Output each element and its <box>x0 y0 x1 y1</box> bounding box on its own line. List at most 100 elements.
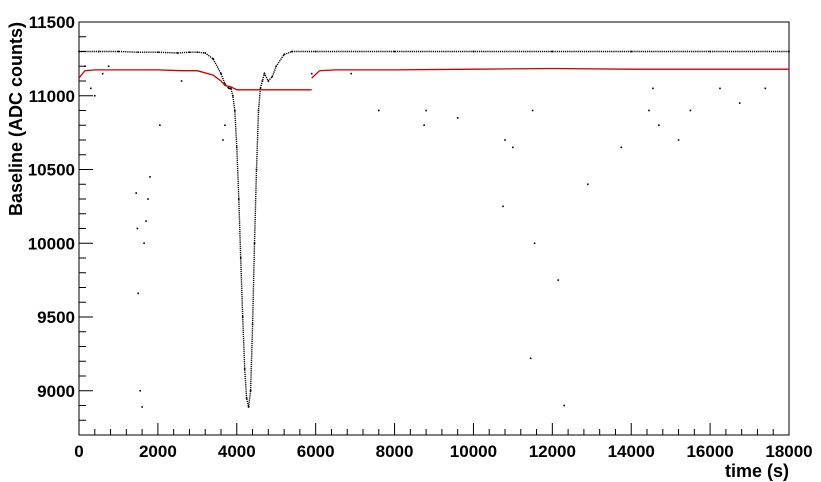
y-tick-label: 10000 <box>28 234 75 253</box>
outlier-point <box>143 242 145 245</box>
outlier-point <box>563 404 565 407</box>
data-point <box>239 257 242 259</box>
outlier-point <box>145 220 147 222</box>
x-tick-label: 14000 <box>608 442 655 461</box>
series-layer <box>78 50 790 408</box>
y-tick-label: 9000 <box>37 382 75 401</box>
x-tick-label: 8000 <box>376 442 414 461</box>
outlier-point <box>533 242 536 245</box>
data-point <box>220 72 222 75</box>
x-tick-label: 10000 <box>450 442 497 461</box>
reference-line <box>78 69 312 91</box>
outlier-point <box>531 109 534 112</box>
data-point <box>157 51 159 54</box>
x-axis: 0 2000 4000 6000 8000 10000 12000 14000 16000 180… <box>74 423 813 461</box>
outlier-point <box>738 102 741 104</box>
data-point <box>243 367 246 370</box>
data-point <box>263 72 266 75</box>
data-point <box>230 87 232 90</box>
reference-line <box>311 67 789 79</box>
y-axis: 9000 9500 10000 10500 11000 11500 <box>28 13 93 436</box>
data-point <box>228 87 230 90</box>
outlier-point <box>504 139 506 141</box>
x-tick-label: 6000 <box>297 442 335 461</box>
data-point <box>630 50 633 53</box>
outlier-point <box>141 406 143 408</box>
outlier-point <box>90 87 92 90</box>
outlier-point <box>764 87 767 90</box>
series-2-line <box>78 69 312 91</box>
outlier-point <box>719 87 721 90</box>
outlier-point <box>689 109 692 112</box>
x-tick-label: 12000 <box>529 442 576 461</box>
data-point <box>253 242 256 245</box>
outlier-point <box>423 124 425 127</box>
outlier-point <box>648 109 650 112</box>
x-axis-title: time (s) <box>725 461 789 481</box>
x-tick-label: 4000 <box>218 442 256 461</box>
data-point <box>291 50 293 53</box>
outlier-point <box>658 124 660 127</box>
outlier-point <box>136 227 139 230</box>
y-tick-label: 11500 <box>29 13 75 32</box>
data-point <box>188 51 191 54</box>
data-point <box>251 323 254 326</box>
data-point <box>137 51 139 54</box>
outlier-point <box>677 139 680 141</box>
outlier-point <box>512 146 514 149</box>
outlier-point <box>620 146 623 149</box>
data-point <box>241 316 244 318</box>
outlier-point <box>652 87 654 90</box>
baseline-trace <box>79 50 789 408</box>
series-1-outlier-points <box>84 65 767 408</box>
x-tick-label: 16000 <box>686 442 733 461</box>
data-point <box>196 51 199 54</box>
data-point <box>257 109 260 112</box>
x-tick-label: 18000 <box>765 442 812 461</box>
data-point <box>245 397 248 399</box>
outlier-point <box>159 124 161 127</box>
outlier-point <box>137 292 139 295</box>
series-0-dense-points <box>78 50 790 408</box>
outlier-point <box>310 72 313 75</box>
data-point <box>97 50 100 53</box>
data-point <box>234 109 236 112</box>
outlier-point <box>84 65 86 68</box>
data-point <box>117 50 120 53</box>
data-point <box>247 406 250 408</box>
data-point <box>78 50 80 53</box>
data-point <box>261 80 264 82</box>
data-point <box>237 198 240 200</box>
y-tick-label: 10500 <box>28 161 75 180</box>
data-point <box>709 50 711 53</box>
outlier-point <box>222 139 224 141</box>
data-point <box>176 52 179 54</box>
outlier-point <box>502 205 504 208</box>
y-tick-label: 11000 <box>29 87 75 106</box>
outlier-point <box>101 72 104 75</box>
data-point <box>393 50 396 53</box>
data-point <box>551 50 554 53</box>
data-point <box>267 80 270 82</box>
data-point <box>271 75 274 78</box>
data-point <box>224 83 226 85</box>
outlier-point <box>149 176 151 178</box>
outlier-point <box>107 65 110 68</box>
data-point <box>249 389 252 392</box>
outlier-point <box>135 192 137 194</box>
outlier-point <box>529 357 532 360</box>
plot-frame <box>78 21 790 436</box>
outlier-point <box>147 198 149 200</box>
data-point <box>472 50 475 53</box>
outlier-point <box>350 72 352 75</box>
data-point <box>255 168 258 171</box>
outlier-point <box>587 183 589 186</box>
outlier-point <box>224 124 226 127</box>
outlier-point <box>425 109 427 112</box>
outlier-point <box>377 109 380 112</box>
data-point <box>259 87 262 90</box>
x-tick-label: 2000 <box>139 442 177 461</box>
data-point <box>283 53 285 56</box>
data-point <box>235 146 238 149</box>
